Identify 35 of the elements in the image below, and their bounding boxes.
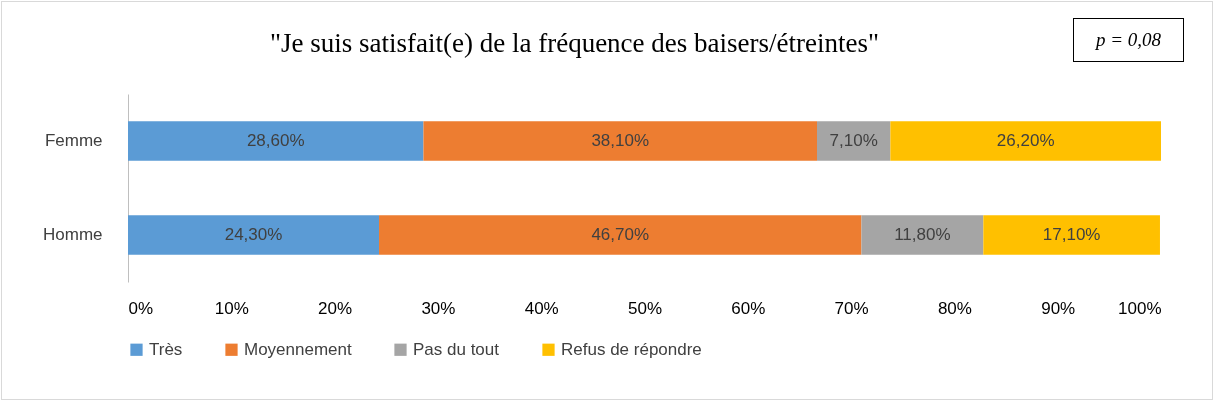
x-tick-label: 30% xyxy=(421,298,456,318)
bar xyxy=(890,121,1161,161)
bar xyxy=(128,121,424,161)
x-tick-label: 100% xyxy=(1118,298,1162,318)
data-label: 46,70% xyxy=(591,225,650,244)
legend-label: Pas du tout xyxy=(413,339,500,359)
data-label: 28,60% xyxy=(246,131,305,150)
bar xyxy=(379,215,862,255)
bar xyxy=(817,121,891,161)
legend-label: Très xyxy=(149,339,183,359)
data-label: 11,80% xyxy=(894,225,951,244)
legend-label: Moyennement xyxy=(244,339,352,359)
x-tick-label: 0% xyxy=(128,298,154,318)
chart-title: "Je suis satisfait(e) de la fréquence des baisers/étreintes" xyxy=(269,28,880,58)
x-tick-label: 90% xyxy=(1041,298,1076,318)
y-tick-label: Femme xyxy=(44,131,103,150)
text: p = 0,08 xyxy=(1072,18,1184,62)
data-label: 38,10% xyxy=(591,131,650,150)
data-label: 17,10% xyxy=(1042,225,1101,244)
x-tick-label: 80% xyxy=(937,298,972,318)
data-label: 24,30% xyxy=(224,225,283,244)
x-tick-label: 20% xyxy=(318,298,353,318)
x-tick-label: 60% xyxy=(731,298,766,318)
data-label: 26,20% xyxy=(996,131,1055,150)
bar xyxy=(423,121,818,161)
x-tick-label: 10% xyxy=(214,298,249,318)
bar xyxy=(861,215,984,255)
x-tick-label: 50% xyxy=(627,298,663,318)
bar xyxy=(983,215,1160,255)
x-tick-label: 70% xyxy=(834,298,869,318)
x-tick-label: 40% xyxy=(524,298,559,318)
y-tick-label: Homme xyxy=(42,225,103,244)
bar xyxy=(128,215,380,255)
legend-label: Refus de répondre xyxy=(561,339,702,359)
data-label: 7,10% xyxy=(829,131,878,150)
